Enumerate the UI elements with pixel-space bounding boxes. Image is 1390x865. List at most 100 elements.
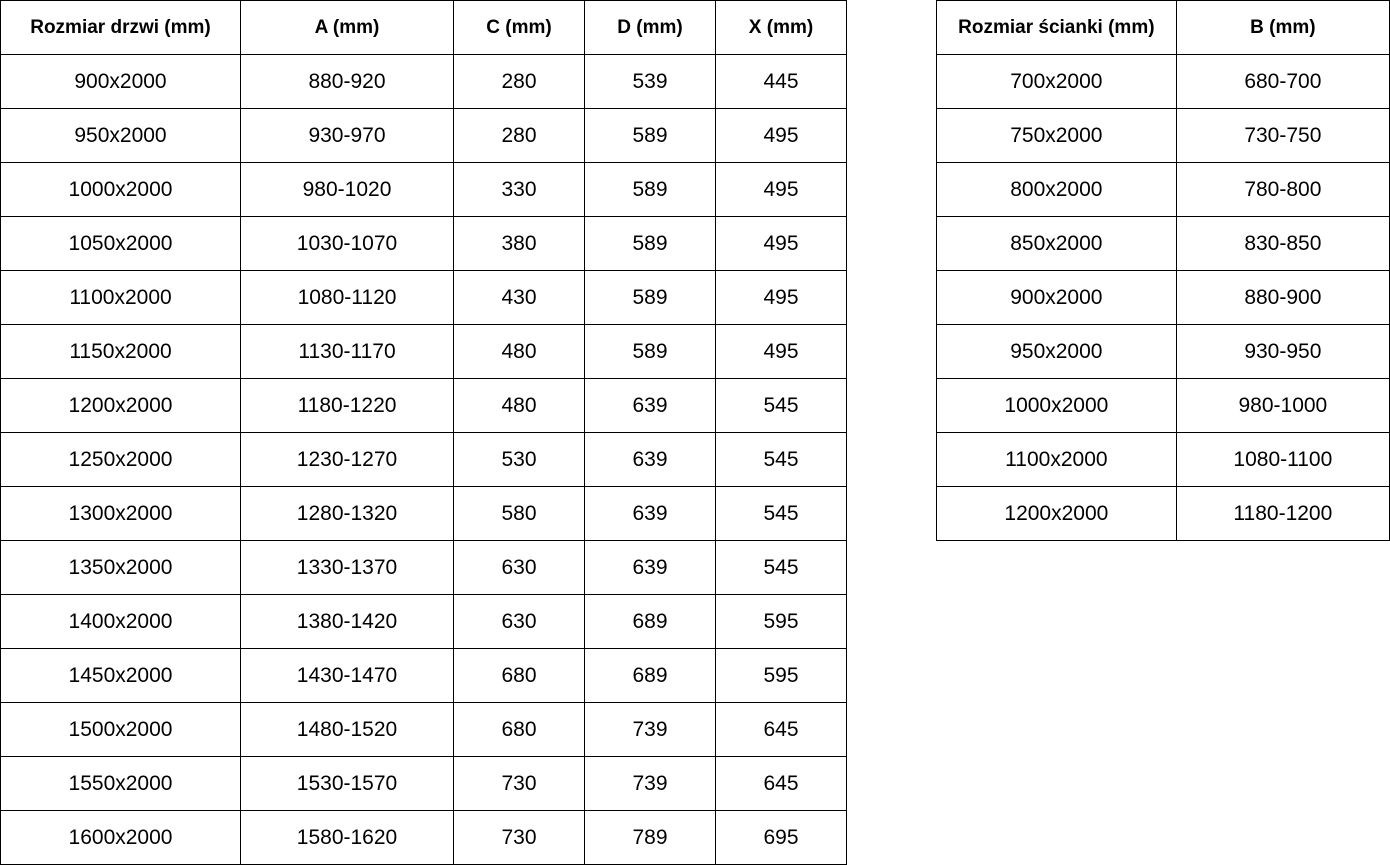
table-cell: 589 [584, 270, 716, 325]
table-cell: 445 [715, 54, 847, 109]
table-cell: 1530-1570 [240, 756, 454, 811]
table-cell: 780-800 [1175, 162, 1390, 217]
table-cell: 980-1000 [1175, 378, 1390, 433]
table-cell: 589 [584, 324, 716, 379]
table-cell: 589 [584, 108, 716, 163]
table-cell: 1280-1320 [240, 486, 454, 541]
table-cell: 1080-1120 [240, 270, 454, 325]
table-row: 1450x2000 1430-1470 680 689 595 [0, 648, 847, 703]
table-cell: 830-850 [1175, 216, 1390, 271]
table-cell: 739 [584, 702, 716, 757]
table-cell: 680 [453, 648, 585, 703]
header-row: Rozmiar ścianki (mm) B (mm) [936, 0, 1390, 55]
table-cell: 1500x2000 [0, 702, 241, 757]
table-cell: 1180-1220 [240, 378, 454, 433]
table-cell: 730 [453, 810, 585, 865]
table-row: 900x2000 880-920 280 539 445 [0, 54, 847, 109]
table-cell: 495 [715, 270, 847, 325]
table-cell: 639 [584, 486, 716, 541]
table-cell: 330 [453, 162, 585, 217]
table-cell: 695 [715, 810, 847, 865]
table-cell: 280 [453, 108, 585, 163]
table-row: 1000x2000 980-1000 [936, 378, 1390, 433]
table-row: 1100x2000 1080-1120 430 589 495 [0, 270, 847, 325]
table-row: 1500x2000 1480-1520 680 739 645 [0, 702, 847, 757]
table-cell: 850x2000 [936, 216, 1177, 271]
table-cell: 950x2000 [936, 324, 1177, 379]
table-row: 1600x2000 1580-1620 730 789 695 [0, 810, 847, 865]
table-cell: 480 [453, 324, 585, 379]
table-row: 750x2000 730-750 [936, 108, 1390, 163]
table-row: 1000x2000 980-1020 330 589 495 [0, 162, 847, 217]
table-cell: 730-750 [1175, 108, 1390, 163]
table-row: 950x2000 930-950 [936, 324, 1390, 379]
table-cell: 680-700 [1175, 54, 1390, 109]
table-cell: 280 [453, 54, 585, 109]
table-cell: 900x2000 [936, 270, 1177, 325]
table-row: 1300x2000 1280-1320 580 639 545 [0, 486, 847, 541]
panel-size-table: Rozmiar ścianki (mm) B (mm) 700x2000 680-70… [936, 0, 1390, 541]
table-cell: 595 [715, 594, 847, 649]
table-row: 1350x2000 1330-1370 630 639 545 [0, 540, 847, 595]
table-row: 1200x2000 1180-1200 [936, 486, 1390, 541]
table-cell: 1050x2000 [0, 216, 241, 271]
table-cell: 545 [715, 378, 847, 433]
table-cell: 900x2000 [0, 54, 241, 109]
table-cell: 1000x2000 [936, 378, 1177, 433]
table-cell: 1480-1520 [240, 702, 454, 757]
table-cell: 630 [453, 594, 585, 649]
table-cell: 639 [584, 378, 716, 433]
table-cell: 880-920 [240, 54, 454, 109]
door-size-table: Rozmiar drzwi (mm) A (mm) C (mm) D (mm) X (m… [0, 0, 847, 865]
table-cell: 580 [453, 486, 585, 541]
table-row: 1550x2000 1530-1570 730 739 645 [0, 756, 847, 811]
table-cell: 545 [715, 540, 847, 595]
table-cell: 480 [453, 378, 585, 433]
table-row: 1050x2000 1030-1070 380 589 495 [0, 216, 847, 271]
table-cell: 950x2000 [0, 108, 241, 163]
column-header: Rozmiar ścianki (mm) [936, 0, 1177, 55]
table-cell: 789 [584, 810, 716, 865]
table-cell: 1150x2000 [0, 324, 241, 379]
table-cell: 689 [584, 594, 716, 649]
table-cell: 545 [715, 486, 847, 541]
table-cell: 1130-1170 [240, 324, 454, 379]
table-row: 1200x2000 1180-1220 480 639 545 [0, 378, 847, 433]
table-cell: 930-950 [1175, 324, 1390, 379]
table-cell: 1200x2000 [936, 486, 1177, 541]
table-row: 700x2000 680-700 [936, 54, 1390, 109]
header-row: Rozmiar drzwi (mm) A (mm) C (mm) D (mm) X (m… [0, 0, 847, 55]
table-cell: 589 [584, 216, 716, 271]
table-cell: 880-900 [1175, 270, 1390, 325]
table-cell: 430 [453, 270, 585, 325]
table-cell: 680 [453, 702, 585, 757]
table-cell: 689 [584, 648, 716, 703]
table-cell: 1180-1200 [1175, 486, 1390, 541]
table-cell: 750x2000 [936, 108, 1177, 163]
column-header: B (mm) [1175, 0, 1390, 55]
table-cell: 595 [715, 648, 847, 703]
table-cell: 1300x2000 [0, 486, 241, 541]
table-cell: 980-1020 [240, 162, 454, 217]
table-cell: 1600x2000 [0, 810, 241, 865]
table-row: 950x2000 930-970 280 589 495 [0, 108, 847, 163]
table-cell: 1580-1620 [240, 810, 454, 865]
table-cell: 1400x2000 [0, 594, 241, 649]
table-cell: 1450x2000 [0, 648, 241, 703]
table-cell: 495 [715, 324, 847, 379]
column-header: A (mm) [240, 0, 454, 55]
table-cell: 1000x2000 [0, 162, 241, 217]
column-header: X (mm) [715, 0, 847, 55]
table-cell: 495 [715, 162, 847, 217]
table-cell: 1080-1100 [1175, 432, 1390, 487]
table-row: 1400x2000 1380-1420 630 689 595 [0, 594, 847, 649]
table-row: 1100x2000 1080-1100 [936, 432, 1390, 487]
table-cell: 1350x2000 [0, 540, 241, 595]
table-row: 800x2000 780-800 [936, 162, 1390, 217]
table-cell: 730 [453, 756, 585, 811]
table-cell: 1230-1270 [240, 432, 454, 487]
table-cell: 639 [584, 432, 716, 487]
table-cell: 1550x2000 [0, 756, 241, 811]
table-cell: 645 [715, 702, 847, 757]
table-cell: 495 [715, 216, 847, 271]
